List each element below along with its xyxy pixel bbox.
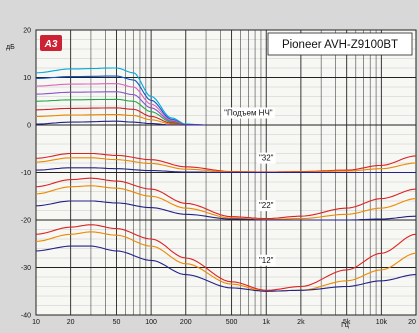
- series-layer: [35, 67, 417, 292]
- annotation-background: [222, 107, 275, 119]
- x-tick-label: 200: [180, 319, 192, 326]
- x-tick-label: 100: [145, 319, 157, 326]
- annotation-background: [256, 254, 276, 266]
- x-tick-label: 50: [113, 319, 121, 326]
- chart-title: Pioneer AVH-Z9100BT: [282, 39, 398, 51]
- series-line-12: [35, 231, 417, 292]
- x-tick-label: 5k: [343, 319, 351, 326]
- series-line-12: [35, 224, 417, 291]
- series-line-bass_boost: [35, 120, 206, 126]
- logo-text: A3: [44, 39, 58, 50]
- series-annotation: "32": [259, 154, 274, 163]
- y-tick-label: 0: [27, 123, 31, 130]
- series-line-12: [35, 245, 417, 292]
- annotation-layer: "Подъем НЧ" "32" "22" "12": [222, 107, 276, 266]
- x-tick-label: 10: [32, 319, 40, 326]
- x-axis-label: Гц: [341, 322, 349, 329]
- series-annotation: "12": [259, 256, 274, 265]
- annotation-background: [256, 152, 276, 164]
- x-tick-label: 10k: [376, 319, 388, 326]
- series-line-32: [36, 167, 416, 174]
- x-tick-label: 1k: [263, 319, 271, 326]
- y-tick-label: -40: [21, 313, 31, 320]
- brand-logo: A3: [40, 35, 62, 51]
- series-line-32: [35, 152, 417, 173]
- series-annotation: "22": [259, 201, 274, 210]
- major-grid: [35, 29, 417, 316]
- y-tick-label: 20: [23, 28, 31, 35]
- y-tick-label: -20: [21, 218, 31, 225]
- x-tick-label: 500: [226, 319, 238, 326]
- series-line-22: [35, 177, 417, 220]
- series-annotation: "Подъем НЧ": [224, 109, 273, 118]
- y-tick-label: 10: [23, 75, 31, 82]
- series-line-22: [35, 200, 417, 221]
- series-line-22: [35, 185, 417, 221]
- y-axis-label: дБ: [6, 44, 15, 51]
- annotation-background: [256, 200, 276, 212]
- x-tick-label: 2k: [297, 319, 305, 326]
- y-tick-label: -10: [21, 170, 31, 177]
- title-box: Pioneer AVH-Z9100BT: [267, 32, 413, 56]
- series-line-32: [36, 157, 417, 174]
- x-tick-label: 20: [67, 319, 75, 326]
- y-tick-label: -30: [21, 265, 31, 272]
- x-tick-label: 20: [408, 319, 416, 326]
